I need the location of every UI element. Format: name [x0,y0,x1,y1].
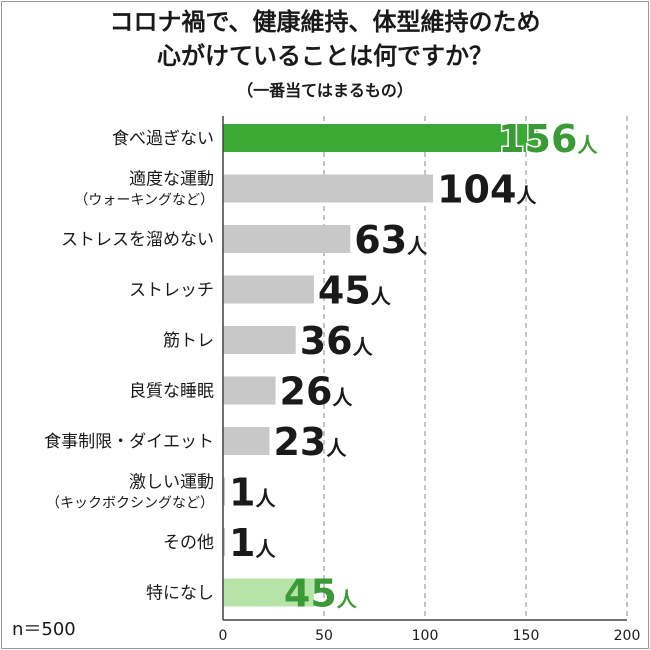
value-label: 45人 [284,572,358,616]
sample-size: n＝500 [12,619,76,640]
x-tick-label: 0 [219,628,228,644]
value-label: 36人 [300,319,374,363]
bar [223,326,296,354]
category-label: 特になし [146,584,214,604]
category-label: 食べ過ぎない [112,129,214,149]
category-label: 筋トレ [163,331,214,351]
value-label: 23人 [273,420,347,464]
chart-title-line-1: コロナ禍で、健康維持、体型維持のため [109,8,541,36]
category-label: 食事制限・ダイエット [44,432,214,452]
bar [223,124,539,152]
category-label: 激しい運動（キックボクシングなど） [46,473,214,512]
bar [223,275,314,304]
bar [223,174,434,203]
value-label: 104人 [437,168,537,212]
chart-subtitle: （一番当てはまるもの） [237,81,413,100]
category-label: 適度な運動（ウォーキングなど） [74,170,214,209]
x-tick-label: 150 [513,628,540,644]
bar [223,528,226,556]
x-tick-label: 50 [315,628,333,644]
x-tick-label: 100 [412,628,439,644]
bar [223,376,276,405]
value-label: 156人 [498,117,598,161]
category-label: ストレッチ [129,281,214,301]
value-label: 1人 [229,471,276,515]
category-label: 良質な睡眠 [129,382,214,402]
value-label: 1人 [229,521,276,565]
value-label: 26人 [280,370,354,414]
bar [223,578,314,607]
bar [223,477,226,506]
value-label: 63人 [354,218,428,262]
x-tick-label: 200 [614,628,641,644]
chart-title-line-2: 心がけていることは何ですか？ [157,42,493,70]
bar [223,427,270,455]
value-label: 45人 [318,269,392,313]
category-label: その他 [163,533,214,553]
category-label: ストレスを溜めない [61,230,214,250]
bar [223,225,351,253]
